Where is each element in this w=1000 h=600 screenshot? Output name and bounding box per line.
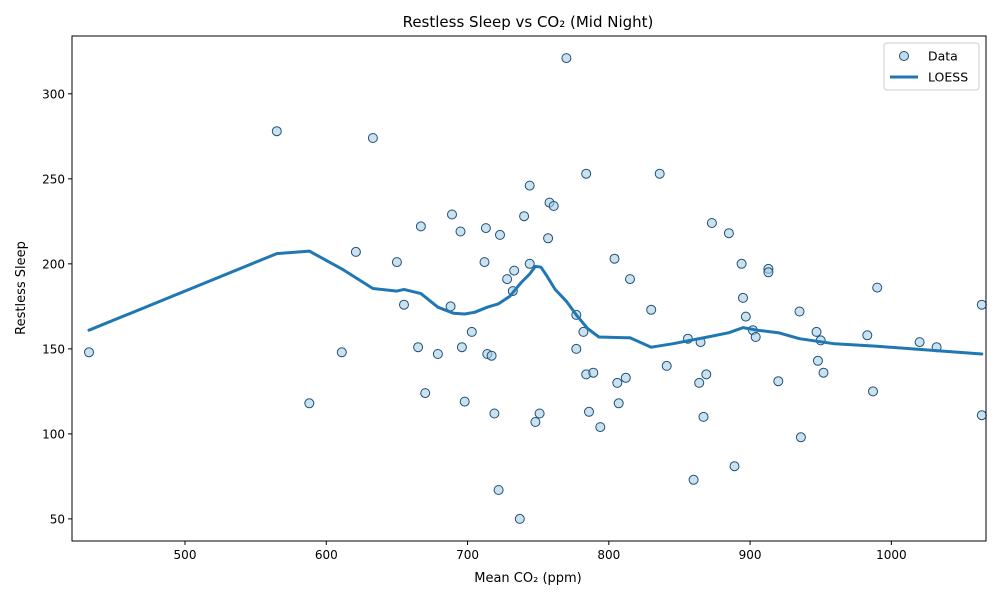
- legend-loess-label: LOESS: [928, 70, 968, 85]
- data-point: [795, 432, 806, 443]
- data-point: [794, 306, 805, 317]
- y-axis-label: Restless Sleep: [14, 241, 29, 335]
- plot-area: [84, 53, 987, 524]
- data-point: [455, 226, 466, 237]
- data-point: [479, 257, 490, 268]
- data-point: [413, 342, 424, 353]
- data-point: [625, 274, 635, 285]
- x-tick-label: 1000: [876, 548, 907, 562]
- y-tick-label: 200: [42, 257, 65, 271]
- data-point: [495, 229, 505, 240]
- data-point: [763, 267, 774, 278]
- data-point: [812, 355, 823, 366]
- data-point: [706, 218, 717, 228]
- data-point: [486, 350, 497, 361]
- legend: Data LOESS: [883, 42, 980, 91]
- x-axis: 500 600 700 800 900 1000: [174, 541, 907, 562]
- data-point: [701, 369, 712, 380]
- x-tick-label: 800: [597, 548, 620, 562]
- data-point: [694, 377, 705, 388]
- data-point: [578, 326, 589, 337]
- data-point: [698, 411, 709, 422]
- data-point: [862, 330, 873, 341]
- data-point: [738, 292, 748, 303]
- data-point: [872, 282, 883, 293]
- data-point: [976, 299, 987, 310]
- data-point: [688, 474, 699, 485]
- data-point: [914, 337, 925, 348]
- data-point: [740, 311, 751, 322]
- y-tick-label: 300: [42, 87, 65, 101]
- data-point: [729, 461, 740, 472]
- data-point: [432, 349, 443, 359]
- data-point: [588, 367, 599, 378]
- data-point: [534, 408, 545, 419]
- x-tick-label: 700: [456, 548, 479, 562]
- data-point: [530, 417, 541, 427]
- data-point: [367, 133, 378, 143]
- data-point: [399, 299, 409, 310]
- y-tick-label: 100: [42, 427, 65, 441]
- data-point: [868, 386, 878, 397]
- data-point: [750, 332, 761, 342]
- data-point: [420, 388, 431, 399]
- data-point: [581, 168, 592, 179]
- x-tick-label: 500: [174, 548, 197, 562]
- data-point: [976, 410, 987, 421]
- data-point: [612, 377, 623, 388]
- data-point: [646, 304, 657, 315]
- data-point: [661, 360, 672, 371]
- y-tick-label: 150: [42, 342, 65, 356]
- data-point: [519, 211, 530, 222]
- data-point: [620, 372, 631, 383]
- data-point: [271, 126, 282, 137]
- data-point: [456, 342, 467, 353]
- data-point: [818, 367, 829, 378]
- x-axis-label: Mean CO₂ (ppm): [474, 571, 582, 586]
- data-point: [466, 326, 477, 337]
- data-point: [524, 258, 535, 269]
- x-tick-label: 900: [739, 548, 762, 562]
- data-point: [543, 233, 554, 244]
- data-point: [561, 53, 572, 64]
- data-point: [509, 265, 520, 276]
- data-point: [336, 347, 347, 358]
- data-point: [584, 406, 594, 417]
- y-tick-label: 50: [50, 512, 65, 526]
- data-point: [773, 376, 784, 387]
- data-point: [524, 180, 535, 191]
- y-axis: 50 100 150 200 250 300: [42, 87, 72, 526]
- data-point: [447, 209, 457, 220]
- plot-frame: [71, 35, 987, 542]
- x-tick-label: 600: [315, 548, 338, 562]
- data-point: [502, 274, 513, 285]
- data-point: [391, 257, 402, 268]
- y-tick-label: 250: [42, 172, 65, 186]
- legend-data-marker: [899, 51, 909, 61]
- data-point: [723, 228, 734, 239]
- data-point: [811, 326, 822, 337]
- data-point: [84, 347, 94, 358]
- data-point: [304, 398, 315, 409]
- data-point: [654, 168, 665, 179]
- data-point: [489, 408, 500, 419]
- data-point: [514, 513, 525, 524]
- chart-title: Restless Sleep vs CO₂ (Mid Night): [403, 13, 654, 31]
- data-point: [493, 485, 504, 495]
- data-point: [459, 396, 470, 407]
- data-point: [350, 246, 361, 257]
- data-point: [595, 422, 606, 433]
- data-point: [736, 258, 747, 269]
- data-point: [609, 253, 620, 264]
- data-point: [571, 343, 582, 354]
- data-point: [415, 221, 426, 232]
- legend-data-label: Data: [928, 49, 958, 64]
- data-point: [480, 223, 491, 234]
- data-point: [613, 398, 624, 409]
- loess-line: [87, 249, 984, 356]
- data-point: [548, 201, 559, 211]
